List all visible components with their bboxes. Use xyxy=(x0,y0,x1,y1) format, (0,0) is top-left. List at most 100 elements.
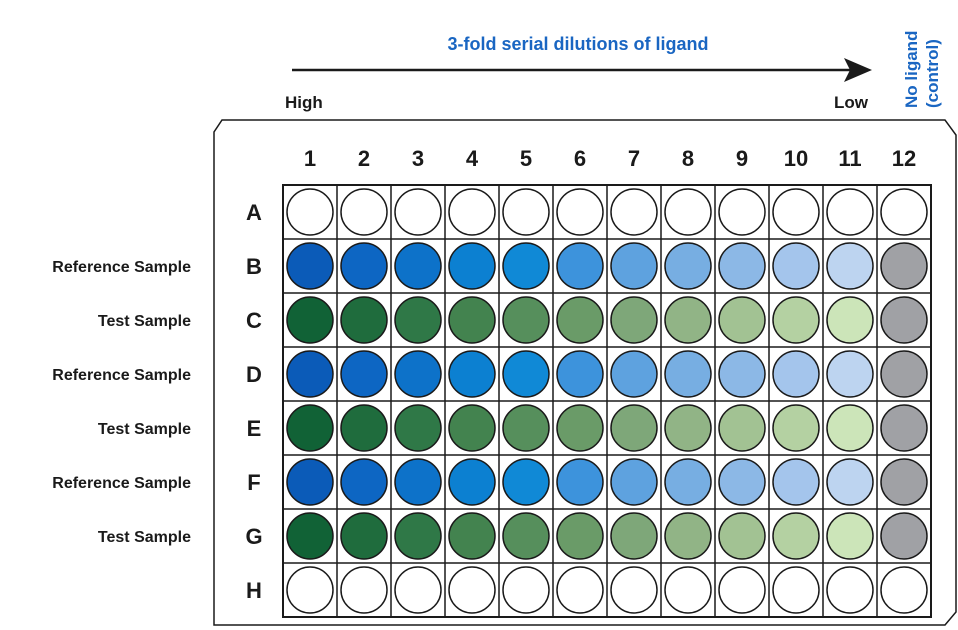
well-A7 xyxy=(610,188,658,236)
well-C11 xyxy=(826,296,874,344)
well-A11 xyxy=(826,188,874,236)
dilution-title: 3-fold serial dilutions of ligand xyxy=(447,34,708,54)
column-label-9: 9 xyxy=(736,146,748,171)
well-E8 xyxy=(664,404,712,452)
well-F11 xyxy=(826,458,874,506)
well-B12 xyxy=(880,242,928,290)
sample-label-row-B: Reference Sample xyxy=(52,259,191,276)
well-D6 xyxy=(556,350,604,398)
well-C4 xyxy=(448,296,496,344)
row-label-G: G xyxy=(245,524,262,549)
well-A12 xyxy=(880,188,928,236)
column-label-5: 5 xyxy=(520,146,532,171)
column-labels: 1 2 3 4 5 6 7 8 9 10 11 12 xyxy=(304,146,916,171)
wells xyxy=(286,188,928,614)
well-C10 xyxy=(772,296,820,344)
well-D12 xyxy=(880,350,928,398)
sample-label-row-E: Test Sample xyxy=(98,421,191,438)
well-C2 xyxy=(340,296,388,344)
well-F10 xyxy=(772,458,820,506)
sample-label-row-D: Reference Sample xyxy=(52,367,191,384)
well-G3 xyxy=(394,512,442,560)
column-label-6: 6 xyxy=(574,146,586,171)
well-E6 xyxy=(556,404,604,452)
row-label-B: B xyxy=(246,254,262,279)
well-E2 xyxy=(340,404,388,452)
well-G10 xyxy=(772,512,820,560)
well-A4 xyxy=(448,188,496,236)
well-G5 xyxy=(502,512,550,560)
well-B9 xyxy=(718,242,766,290)
well-H4 xyxy=(448,566,496,614)
well-H3 xyxy=(394,566,442,614)
well-D9 xyxy=(718,350,766,398)
grid-lines xyxy=(283,185,931,617)
well-B6 xyxy=(556,242,604,290)
sample-label-row-F: Reference Sample xyxy=(52,475,191,492)
well-F7 xyxy=(610,458,658,506)
column-label-4: 4 xyxy=(466,146,479,171)
low-label: Low xyxy=(834,93,869,112)
column-label-3: 3 xyxy=(412,146,424,171)
well-G9 xyxy=(718,512,766,560)
well-F2 xyxy=(340,458,388,506)
well-G1 xyxy=(286,512,334,560)
well-H2 xyxy=(340,566,388,614)
high-label: High xyxy=(285,93,323,112)
well-B10 xyxy=(772,242,820,290)
well-C12 xyxy=(880,296,928,344)
well-A10 xyxy=(772,188,820,236)
dilution-arrow-head xyxy=(844,58,872,82)
sample-label-row-C: Test Sample xyxy=(98,313,191,330)
column-label-10: 10 xyxy=(784,146,808,171)
well-A3 xyxy=(394,188,442,236)
well-F12 xyxy=(880,458,928,506)
well-E10 xyxy=(772,404,820,452)
well-C3 xyxy=(394,296,442,344)
control-label-line1: No ligand xyxy=(902,31,921,108)
column-label-12: 12 xyxy=(892,146,916,171)
well-F9 xyxy=(718,458,766,506)
well-F4 xyxy=(448,458,496,506)
well-C5 xyxy=(502,296,550,344)
column-label-2: 2 xyxy=(358,146,370,171)
well-E1 xyxy=(286,404,334,452)
well-G4 xyxy=(448,512,496,560)
well-H10 xyxy=(772,566,820,614)
column-label-8: 8 xyxy=(682,146,694,171)
well-E11 xyxy=(826,404,874,452)
well-D4 xyxy=(448,350,496,398)
well-F5 xyxy=(502,458,550,506)
well-G12 xyxy=(880,512,928,560)
sample-labels: Reference Sample Test Sample Reference Sam… xyxy=(52,259,191,546)
sample-label-row-G: Test Sample xyxy=(98,529,191,546)
well-E4 xyxy=(448,404,496,452)
well-H5 xyxy=(502,566,550,614)
well-B4 xyxy=(448,242,496,290)
column-label-11: 11 xyxy=(838,146,861,171)
well-G6 xyxy=(556,512,604,560)
well-D10 xyxy=(772,350,820,398)
well-H8 xyxy=(664,566,712,614)
well-F6 xyxy=(556,458,604,506)
well-G2 xyxy=(340,512,388,560)
column-label-7: 7 xyxy=(628,146,640,171)
well-B11 xyxy=(826,242,874,290)
well-E12 xyxy=(880,404,928,452)
well-D8 xyxy=(664,350,712,398)
well-A8 xyxy=(664,188,712,236)
control-label-line2: (control) xyxy=(923,39,942,108)
well-H11 xyxy=(826,566,874,614)
well-D1 xyxy=(286,350,334,398)
well-E5 xyxy=(502,404,550,452)
well-D5 xyxy=(502,350,550,398)
row-label-E: E xyxy=(247,416,262,441)
well-C7 xyxy=(610,296,658,344)
well-B3 xyxy=(394,242,442,290)
row-label-F: F xyxy=(247,470,260,495)
well-D11 xyxy=(826,350,874,398)
well-F3 xyxy=(394,458,442,506)
well-G7 xyxy=(610,512,658,560)
control-label: No ligand (control) xyxy=(902,31,942,108)
